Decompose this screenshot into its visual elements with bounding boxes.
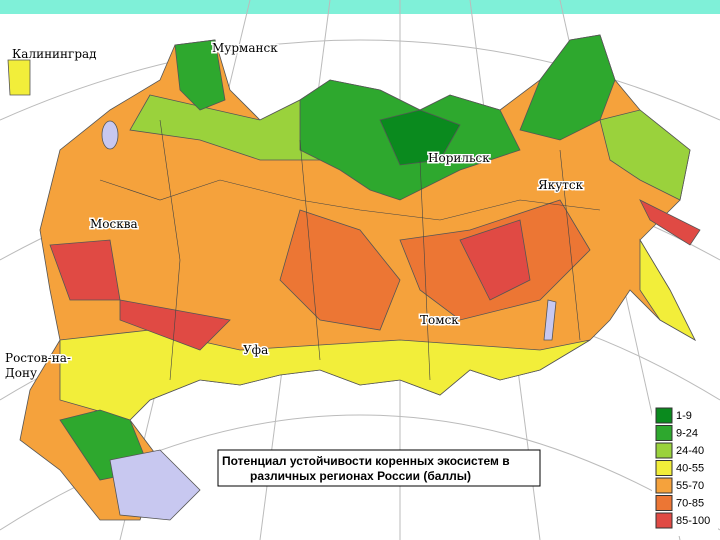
city-label: Якутск: [538, 178, 584, 192]
region: [279, 209, 401, 331]
legend-label: 55-70: [676, 480, 704, 492]
title-box: [217, 449, 541, 487]
city-label: Ростов-на-: [5, 351, 71, 365]
legend-swatch: [655, 495, 673, 511]
region: [639, 199, 701, 246]
city-label: Норильск: [428, 151, 490, 165]
legend-swatch: [655, 460, 673, 476]
lake-baikal: [543, 299, 557, 341]
city-label: Мурманск: [212, 41, 278, 55]
region: [174, 39, 226, 111]
region: [379, 109, 461, 166]
legend-label: 24-40: [676, 445, 704, 457]
title-line: различных регионах России (баллы): [250, 469, 471, 483]
region: [119, 299, 231, 351]
city-label: Томск: [420, 313, 459, 327]
land: [7, 34, 701, 521]
legend-label: 85-100: [676, 515, 710, 527]
region: [599, 109, 691, 201]
kazakhstan: [109, 449, 201, 521]
lake: [101, 120, 119, 150]
legend-swatch: [655, 477, 673, 494]
region: [129, 94, 341, 161]
region: [59, 329, 591, 421]
boundaries: [99, 119, 601, 381]
city-label: Калининград: [12, 47, 97, 61]
region: [639, 238, 696, 342]
city-label: Москва: [90, 217, 138, 231]
legend-label: 70-85: [676, 498, 704, 510]
legend-label: 9-24: [676, 428, 698, 440]
legend-swatch: [655, 407, 673, 424]
legend-label: 1-9: [676, 410, 692, 422]
legend-label: 40-55: [676, 463, 704, 475]
city-label: Дону: [5, 366, 37, 380]
title-line: Потенциал устойчивости коренных экосисте…: [222, 454, 510, 468]
legend-swatch: [655, 442, 673, 459]
region: [519, 34, 616, 141]
city-label: Уфа: [243, 343, 268, 357]
legend-swatch: [655, 512, 673, 529]
region: [459, 219, 531, 301]
legend-swatch: [655, 425, 673, 441]
region: [7, 59, 31, 96]
top-bar: [0, 0, 720, 14]
